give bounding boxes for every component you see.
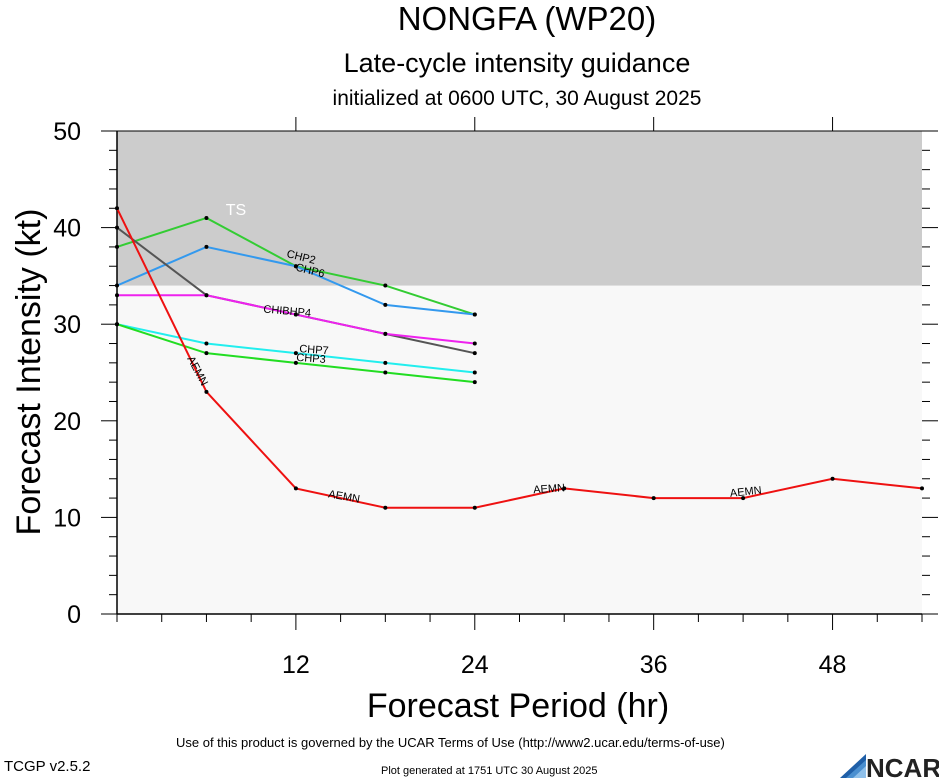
ncar-logo: NCAR: [838, 752, 939, 783]
y-tick-label: 20: [53, 408, 81, 436]
data-point-aemn: [830, 476, 835, 481]
data-point-aemn: [562, 486, 567, 491]
data-point-chp2: [383, 283, 388, 288]
chart-title: NONGFA (WP20): [398, 0, 657, 37]
x-tick-label: 24: [461, 651, 489, 679]
y-tick-label: 50: [53, 118, 81, 146]
data-point-chp7: [293, 351, 298, 356]
series-line-label: AEMN: [327, 488, 360, 505]
data-point-chp4: [293, 312, 298, 317]
data-point-aemn: [383, 505, 388, 510]
y-tick-label: 30: [53, 311, 81, 339]
x-tick-label: 48: [819, 651, 847, 679]
chart-init-time: initialized at 0600 UTC, 30 August 2025: [333, 87, 702, 110]
data-point-chp6: [115, 283, 119, 288]
data-point-aemn: [293, 486, 298, 491]
series-line-aemn: [116, 207, 923, 509]
data-point-chp4: [204, 293, 209, 298]
terms-of-use: Use of this product is governed by the U…: [176, 735, 725, 750]
data-point-chp4: [472, 341, 477, 346]
data-point-chp7: [383, 360, 388, 365]
series-line-label: CHP7: [299, 343, 329, 357]
version-label: TCGP v2.5.2: [4, 758, 91, 775]
data-point-chp6: [472, 312, 477, 317]
y-axis-label: Forecast Intensity (kt): [10, 209, 48, 536]
data-point-chp3: [115, 322, 119, 327]
x-tick-label: 12: [282, 651, 310, 679]
y-tick-label: 40: [53, 215, 81, 243]
data-point-chp7: [472, 370, 477, 375]
data-point-chp4: [383, 331, 388, 336]
data-point-chp3: [204, 351, 209, 356]
generated-timestamp: Plot generated at 1751 UTC 30 August 202…: [381, 765, 598, 777]
data-point-chp3: [293, 360, 298, 365]
y-tick-label: 10: [53, 504, 81, 532]
data-point-chp6: [204, 244, 209, 249]
ncar-logo-icon: [840, 754, 866, 778]
data-point-chp4: [115, 293, 119, 298]
series-line-label: AEMN: [729, 485, 762, 500]
data-point-chp2: [115, 244, 119, 249]
data-point-aemn: [115, 206, 119, 211]
chart-subtitle: Late-cycle intensity guidance: [344, 48, 691, 78]
data-point-chp7: [204, 341, 209, 346]
ncar-logo-text: NCAR: [866, 753, 939, 783]
band-label: TS: [226, 202, 246, 219]
data-point-aemn: [920, 486, 924, 491]
data-point-chp3: [383, 370, 388, 375]
data-point-aemn: [651, 496, 656, 501]
series-line-label: CHP3: [296, 352, 326, 366]
data-point-aemn: [741, 496, 746, 501]
data-point-chp2: [204, 215, 209, 220]
y-tick-label: 0: [67, 601, 81, 629]
series-line-label: CHIBHP4: [263, 303, 312, 319]
x-tick-label: 36: [640, 651, 668, 679]
series-line-label: AEMN: [533, 482, 566, 496]
data-point-aemn: [204, 389, 209, 394]
below-band-region: [117, 285, 922, 614]
data-point-aemn: [472, 505, 477, 510]
data-point-chp1: [115, 225, 119, 230]
data-point-chp6: [293, 264, 298, 269]
data-point-chp3: [472, 380, 477, 385]
data-point-chp6: [383, 302, 388, 307]
tropical-storm-band: [117, 131, 922, 286]
data-point-chp1: [472, 351, 477, 356]
x-axis-label: Forecast Period (hr): [367, 687, 669, 725]
